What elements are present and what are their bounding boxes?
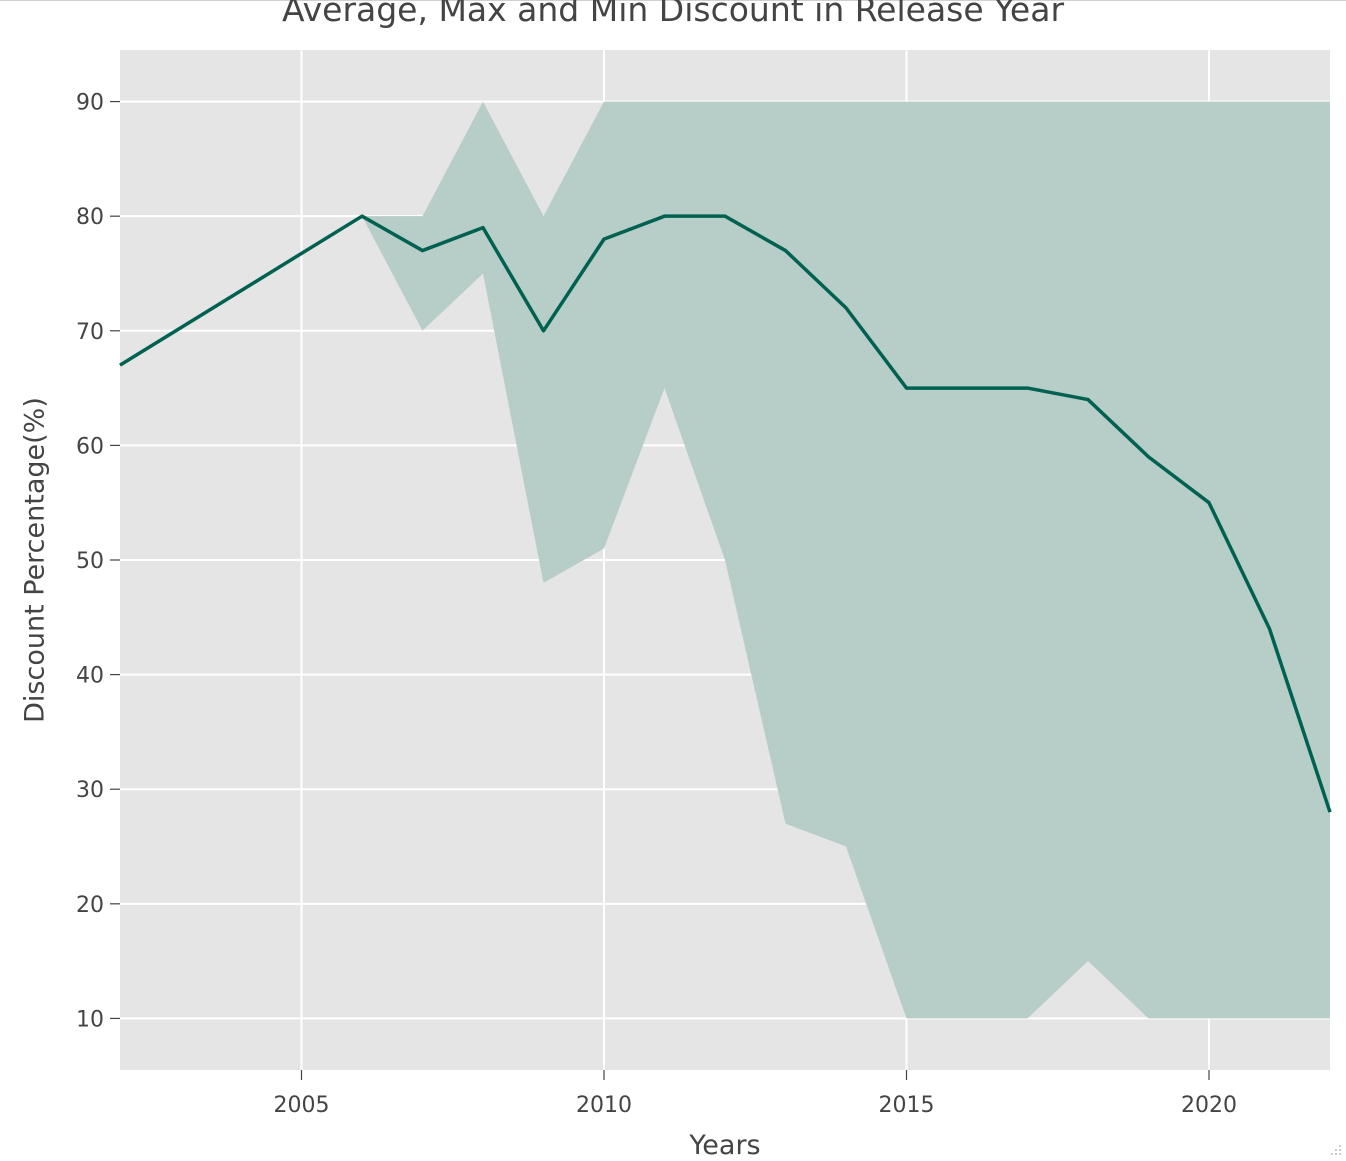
- x-tick-label: 2020: [1181, 1093, 1237, 1118]
- y-tick-label: 20: [76, 893, 104, 918]
- y-tick-label: 60: [76, 434, 104, 459]
- axis-ticks: 10 20 30 40 50 60 70 80 90 2005 2010 2015 2020: [76, 91, 1237, 1118]
- y-tick-label: 30: [76, 778, 104, 803]
- y-tick-label: 90: [76, 91, 104, 116]
- y-tick-label: 70: [76, 320, 104, 345]
- y-tick-label: 80: [76, 205, 104, 230]
- y-tick-label: 50: [76, 549, 104, 574]
- x-tick-label: 2010: [576, 1093, 632, 1118]
- x-tick-label: 2005: [274, 1093, 330, 1118]
- y-tick-label: 40: [76, 664, 104, 689]
- min-max-band: [120, 101, 1330, 1019]
- average-line[interactable]: [119, 214, 1332, 813]
- x-axis-label: Years: [689, 1130, 761, 1161]
- top-border: [0, 0, 1346, 1]
- y-tick-label: 10: [76, 1007, 104, 1032]
- y-axis-label: Discount Percentage(%): [19, 397, 51, 723]
- x-tick-label: 2015: [879, 1093, 935, 1118]
- resize-grip-icon[interactable]: [1328, 1142, 1342, 1156]
- chart-title: Average, Max and Min Discount in Release…: [281, 0, 1065, 29]
